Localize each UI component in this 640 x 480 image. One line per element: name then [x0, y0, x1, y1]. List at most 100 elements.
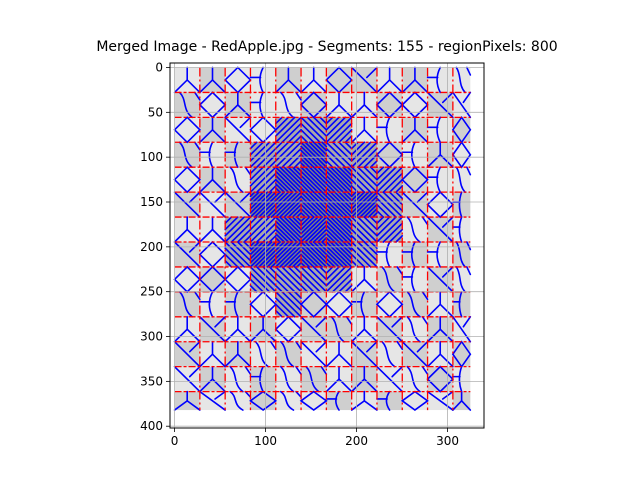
segment-pattern — [350, 191, 378, 218]
segment-stroke — [249, 272, 271, 293]
x-tick-label: 300 — [436, 434, 459, 448]
segment-stroke — [312, 228, 328, 243]
segment-pattern — [280, 390, 302, 411]
segment-stroke — [321, 166, 328, 173]
segment-stroke — [388, 228, 404, 243]
segment-pattern — [224, 216, 252, 243]
segment-stroke — [317, 166, 328, 177]
segment-stroke — [270, 261, 277, 268]
segment-stroke — [274, 241, 298, 264]
segment-pattern — [199, 291, 214, 318]
segment-pattern — [325, 191, 353, 218]
segment-stroke — [388, 178, 404, 193]
image-cell — [452, 117, 471, 143]
segment-stroke — [421, 291, 429, 301]
segment-stroke — [296, 216, 302, 223]
image-cell — [376, 117, 403, 143]
segment-stroke — [325, 216, 353, 243]
segment-stroke — [325, 266, 353, 293]
segment-stroke — [344, 135, 353, 144]
segment-stroke — [367, 207, 378, 218]
segment-stroke — [333, 216, 353, 235]
segment-stroke — [300, 241, 328, 268]
segment-stroke — [466, 241, 472, 251]
segment-stroke — [321, 141, 328, 148]
segment-stroke — [344, 284, 353, 293]
image-cell — [250, 291, 276, 317]
segment-pattern — [376, 216, 404, 243]
segment-stroke — [300, 149, 319, 169]
segment-stroke — [266, 257, 277, 268]
segment-pattern — [452, 315, 472, 343]
segment-stroke — [350, 141, 366, 156]
segment-stroke — [274, 116, 302, 144]
image-cell — [174, 266, 200, 292]
segment-stroke — [258, 199, 277, 218]
segment-stroke — [268, 185, 277, 193]
segment-stroke — [259, 66, 264, 94]
segment-stroke — [357, 147, 378, 169]
segment-pattern — [426, 241, 442, 268]
segment-pattern — [173, 340, 201, 368]
segment-stroke — [391, 315, 404, 328]
segment-stroke — [258, 249, 277, 268]
segment-pattern — [325, 266, 353, 293]
segment-pattern — [300, 340, 328, 368]
segment-stroke — [283, 166, 302, 185]
segment-pattern — [274, 291, 302, 318]
segment-stroke — [255, 222, 277, 243]
image-cell — [174, 142, 200, 168]
segment-stroke — [436, 241, 442, 268]
segment-stroke — [300, 216, 311, 227]
segment-stroke — [214, 191, 226, 203]
image-cell — [225, 142, 251, 168]
segment-stroke — [287, 253, 302, 268]
segment-stroke — [344, 141, 353, 150]
segment-stroke — [451, 340, 472, 369]
segment-stroke — [293, 160, 302, 169]
segment-stroke — [342, 241, 353, 252]
segment-stroke — [274, 191, 281, 198]
segment-stroke — [270, 212, 277, 218]
segment-stroke — [274, 187, 281, 193]
segment-stroke — [188, 365, 201, 378]
segment-stroke — [300, 249, 319, 268]
segment-stroke — [249, 166, 264, 181]
image-cell — [326, 316, 352, 342]
segment-stroke — [331, 141, 353, 162]
segment-stroke — [451, 115, 472, 144]
segment-stroke — [274, 284, 283, 293]
segment-stroke — [249, 241, 277, 268]
segment-stroke — [296, 212, 302, 218]
segment-pattern — [199, 315, 226, 343]
segment-stroke — [325, 166, 353, 193]
segment-stroke — [317, 141, 328, 152]
segment-pattern — [451, 340, 472, 369]
y-tick-label: 50 — [148, 105, 163, 119]
segment-stroke — [312, 266, 328, 281]
segment-stroke — [268, 234, 277, 243]
segment-stroke — [274, 309, 283, 318]
segment-stroke — [281, 291, 302, 312]
segment-stroke — [325, 141, 353, 169]
segment-stroke — [173, 365, 201, 393]
segment-stroke — [300, 191, 328, 218]
image-cell — [402, 366, 428, 392]
segment-stroke — [325, 170, 349, 193]
segment-pattern — [249, 315, 277, 343]
segment-stroke — [363, 166, 378, 181]
segment-stroke — [401, 340, 429, 368]
segment-stroke — [325, 207, 336, 218]
segment-stroke — [300, 166, 328, 193]
segment-stroke — [291, 216, 302, 227]
segment-stroke — [274, 141, 296, 162]
segment-stroke — [295, 91, 302, 101]
segment-pattern — [426, 291, 454, 318]
image-cell — [452, 142, 471, 168]
segment-stroke — [321, 241, 328, 247]
segment-stroke — [224, 116, 252, 144]
segment-stroke — [224, 253, 239, 268]
segment-stroke — [259, 365, 264, 393]
segment-pattern — [401, 166, 429, 194]
segment-stroke — [233, 291, 239, 318]
